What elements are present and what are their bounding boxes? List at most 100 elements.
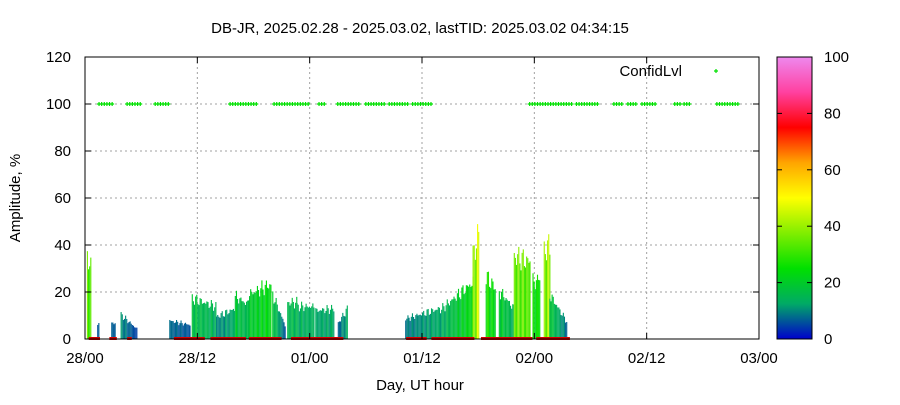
amplitude-bar — [292, 301, 294, 339]
amplitude-bar — [277, 311, 279, 339]
amplitude-bar — [528, 262, 530, 339]
amplitude-bar — [180, 320, 182, 339]
x-tick-label: 02/00 — [516, 350, 554, 367]
axes-layer: 0 20 40 60 80 100 120 28/00 28/12 01/00 01/12 02/00… — [46, 49, 778, 367]
amplitude-bar — [204, 302, 206, 339]
amplitude-bar — [216, 316, 218, 339]
amplitude-bar — [97, 324, 99, 339]
confidence-point — [382, 102, 387, 106]
amplitude-bar — [545, 260, 548, 339]
amplitude-bar — [280, 313, 282, 339]
amplitude-bar — [453, 296, 455, 339]
amplitude-bar — [490, 288, 492, 339]
amplitude-bar — [452, 299, 454, 339]
amplitude-bar — [445, 305, 447, 339]
amplitude-bar — [478, 231, 480, 339]
y-tick-label: 0 — [63, 331, 71, 348]
amplitude-bar — [405, 320, 407, 339]
amplitude-bar — [341, 316, 343, 339]
amplitude-bar — [524, 267, 527, 339]
amplitude-bar — [451, 299, 453, 339]
confidence-point — [735, 102, 740, 106]
amplitude-bar — [465, 285, 467, 339]
amplitude-bar — [553, 303, 555, 339]
amplitude-bar — [315, 308, 317, 339]
amplitude-bar — [463, 294, 465, 339]
amplitude-bar — [346, 305, 348, 339]
amplitude-bar — [302, 305, 304, 339]
amplitude-bar — [132, 325, 135, 339]
amplitude-bar — [129, 321, 131, 339]
amplitude-bar — [338, 321, 340, 339]
amplitude-bar — [512, 304, 514, 339]
confidence-point — [687, 102, 692, 106]
amplitude-bar — [550, 301, 552, 339]
confidence-point — [595, 102, 600, 106]
legend-label: ConfidLvl — [619, 63, 682, 80]
amplitude-bar — [229, 309, 231, 339]
amplitude-bar — [130, 323, 132, 339]
amplitude-bar — [291, 297, 293, 339]
amplitude-bar — [181, 323, 183, 339]
amplitude-bar — [447, 303, 449, 339]
amplitude-bar — [324, 313, 326, 339]
amplitude-bar — [446, 299, 448, 339]
amplitude-bar — [241, 301, 243, 339]
amplitude-bar — [127, 323, 129, 339]
amplitude-bar — [273, 303, 275, 339]
amplitude-bar — [342, 312, 344, 339]
colorbar-tick-label: 60 — [824, 162, 841, 179]
amplitude-bar — [317, 311, 319, 339]
amplitude-bar — [519, 263, 521, 339]
amplitude-bar — [243, 302, 245, 339]
amplitude-bar — [435, 309, 437, 339]
amplitude-bar — [126, 319, 128, 339]
amplitude-bar — [177, 321, 179, 339]
confidence-point — [405, 102, 410, 106]
amplitude-bar — [420, 315, 422, 339]
amplitude-bar — [517, 254, 519, 339]
amplitude-bar — [511, 308, 513, 339]
colorbar-tick-label: 20 — [824, 275, 841, 292]
amplitude-bar — [423, 310, 425, 339]
amplitude-bar — [461, 287, 463, 339]
amplitude-bar — [98, 323, 100, 339]
amplitude-bar — [543, 241, 545, 339]
amplitude-bar — [272, 291, 274, 339]
amplitude-bar — [534, 289, 536, 339]
amplitude-bar — [263, 295, 265, 339]
amplitude-bar — [189, 325, 191, 339]
amplitude-bar — [514, 257, 516, 339]
amplitude-bar — [436, 309, 438, 339]
amplitude-bar — [333, 311, 335, 339]
amplitude-bar — [464, 292, 466, 339]
amplitude-bar — [264, 284, 266, 339]
amplitude-bar — [114, 323, 116, 339]
amplitude-bar — [211, 303, 214, 339]
amplitude-bar — [88, 269, 90, 339]
amplitude-bar — [473, 245, 475, 339]
amplitude-bar — [523, 266, 525, 339]
amplitude-bar — [533, 281, 535, 339]
amplitude-bar — [415, 315, 417, 339]
amplitude-bar — [489, 286, 491, 339]
amplitude-bar — [547, 240, 549, 339]
amplitude-bar — [554, 304, 557, 339]
amplitude-bar — [487, 271, 490, 339]
x-tick-label: 28/12 — [179, 350, 217, 367]
amplitude-bar — [131, 325, 133, 339]
amplitude-bar — [276, 304, 278, 339]
confidence-point — [428, 102, 433, 106]
amplitude-bar — [237, 298, 239, 339]
amplitude-bar — [222, 316, 224, 339]
amplitude-bar — [246, 301, 248, 339]
amplitude-bar — [459, 297, 461, 339]
amplitude-bar — [469, 284, 471, 339]
amplitude-bar — [332, 308, 334, 339]
amplitude-bar — [169, 319, 171, 339]
confidence-point — [677, 102, 682, 106]
amplitude-bar — [192, 301, 194, 339]
amplitude-bar — [319, 310, 321, 339]
amplitude-bar — [306, 306, 308, 339]
amplitude-bar — [293, 308, 296, 339]
